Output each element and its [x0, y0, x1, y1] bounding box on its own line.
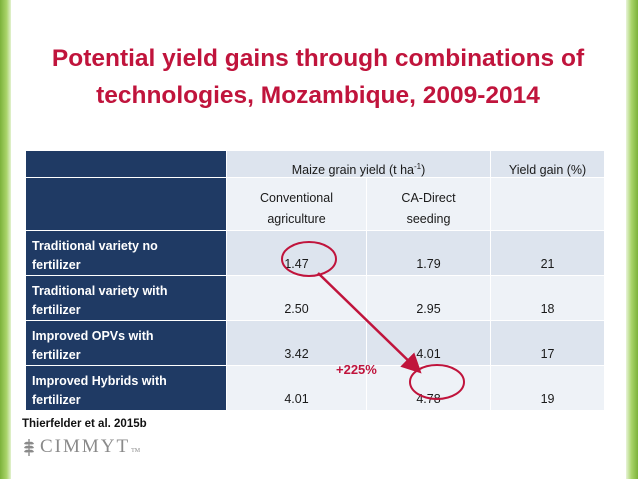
- cell-ca: 4.01: [365, 320, 492, 366]
- header-ca-line-2: seeding: [406, 212, 451, 226]
- yield-table: Maize grain yield (t ha-1) Yield gain (%…: [25, 150, 606, 411]
- header-yield-unit-exponent: -1: [414, 161, 422, 171]
- left-decorative-bar: [0, 0, 11, 479]
- header-yield-close: ): [421, 163, 426, 177]
- slide-title-line-2: technologies, Mozambique, 2009-2014: [96, 82, 540, 109]
- header-conventional-line-1: Conventional: [260, 191, 333, 205]
- header-yield-label: Maize grain yield (t ha: [291, 163, 414, 177]
- table-header-row-2: Conventional agriculture CA-Direct seedi…: [25, 177, 606, 231]
- header-ca-line-1: CA-Direct: [401, 191, 456, 205]
- gain-annotation: +225%: [336, 362, 377, 377]
- table-row: Improved OPVs with fertilizer 3.42 4.01 …: [25, 320, 606, 366]
- row-label-line-2: fertilizer: [32, 258, 81, 272]
- slide-title: Potential yield gains through combinatio…: [18, 40, 618, 114]
- header-ca-direct: CA-Direct seeding: [365, 177, 492, 231]
- header-yield-gain: Yield gain (%): [490, 150, 606, 178]
- table-row: Traditional variety with fertilizer 2.50…: [25, 275, 606, 321]
- cell-conventional: 3.42: [226, 320, 367, 366]
- row-label: Traditional variety no fertilizer: [25, 230, 227, 276]
- right-decorative-bar: [626, 0, 638, 479]
- header-corner-cell: [25, 150, 227, 178]
- citation: Thierfelder et al. 2015b: [22, 418, 147, 430]
- cell-conventional: 1.47: [226, 230, 367, 276]
- cell-gain: 21: [490, 230, 606, 276]
- row-label-line-2: fertilizer: [32, 348, 81, 362]
- row-label-line-1: Improved Hybrids with: [32, 374, 167, 388]
- slide-title-line-1: Potential yield gains through combinatio…: [51, 45, 585, 72]
- cell-ca: 2.95: [365, 275, 492, 321]
- wheat-icon: [24, 439, 34, 456]
- logo-trademark: TM: [131, 448, 141, 454]
- cell-conventional: 4.01: [226, 365, 367, 411]
- row-label: Improved OPVs with fertilizer: [25, 320, 227, 366]
- header-conventional-line-2: agriculture: [267, 212, 326, 226]
- header-gain-empty: [490, 177, 606, 231]
- cell-ca: 4.78: [365, 365, 492, 411]
- cell-ca: 1.79: [365, 230, 492, 276]
- row-label-line-2: fertilizer: [32, 393, 81, 407]
- header-corner-cell-2: [25, 177, 227, 231]
- row-label: Improved Hybrids with fertilizer: [25, 365, 227, 411]
- table-row: Traditional variety no fertilizer 1.47 1…: [25, 230, 606, 276]
- logo-text: CIMMYT: [40, 436, 131, 457]
- row-label-line-1: Traditional variety no: [32, 239, 158, 253]
- cell-gain: 19: [490, 365, 606, 411]
- row-label-line-2: fertilizer: [32, 303, 81, 317]
- row-label-line-1: Improved OPVs with: [32, 329, 154, 343]
- header-conventional: Conventional agriculture: [226, 177, 367, 231]
- cell-gain: 18: [490, 275, 606, 321]
- table-header-row-1: Maize grain yield (t ha-1) Yield gain (%…: [25, 150, 606, 178]
- row-label: Traditional variety with fertilizer: [25, 275, 227, 321]
- row-label-line-1: Traditional variety with: [32, 284, 168, 298]
- cell-conventional: 2.50: [226, 275, 367, 321]
- cimmyt-logo: CIMMYT TM: [22, 436, 140, 458]
- table-row: Improved Hybrids with fertilizer 4.01 4.…: [25, 365, 606, 411]
- header-yield: Maize grain yield (t ha-1): [225, 150, 492, 178]
- cell-gain: 17: [490, 320, 606, 366]
